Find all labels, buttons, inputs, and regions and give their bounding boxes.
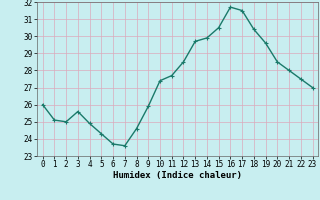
X-axis label: Humidex (Indice chaleur): Humidex (Indice chaleur) (113, 171, 242, 180)
